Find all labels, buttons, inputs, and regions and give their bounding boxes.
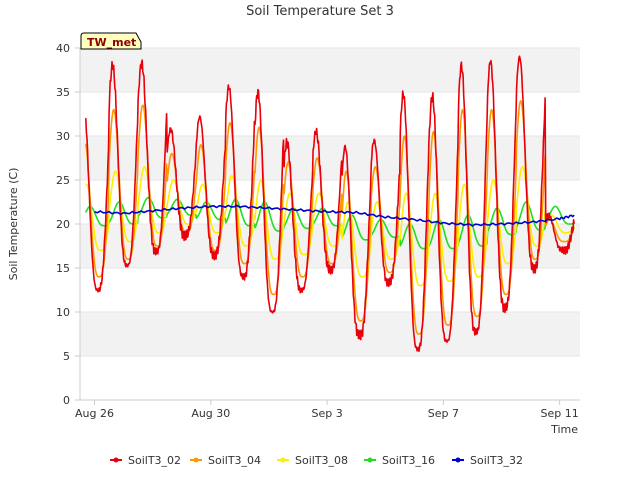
legend-label: SoilT3_08: [295, 454, 348, 467]
tw-met-badge: TW_met: [80, 32, 142, 50]
series-line-soilt3-04: [85, 100, 575, 335]
y-tick-label: 5: [63, 350, 70, 363]
grid-band: [80, 356, 580, 400]
y-axis-label: Soil Temperature (C): [7, 168, 20, 281]
legend: SoilT3_02 SoilT3_04 SoilT3_08 SoilT3_16 Soil…: [110, 454, 523, 467]
chart-title: Soil Temperature Set 3: [246, 4, 394, 19]
legend-marker: [455, 457, 461, 463]
y-tick-label: 40: [56, 42, 70, 55]
series-lines: [85, 55, 575, 353]
series-line-soilt3-32: [94, 204, 575, 227]
legend-marker: [280, 457, 286, 463]
series-line-soilt3-08: [85, 166, 575, 287]
legend-label: SoilT3_04: [208, 454, 261, 467]
grid-band: [80, 224, 580, 268]
series-line-soilt3-16: [85, 196, 575, 250]
legend-label: SoilT3_16: [382, 454, 435, 467]
legend-marker: [113, 457, 119, 463]
badge-shape: [80, 32, 142, 50]
y-tick-label: 20: [56, 218, 70, 231]
legend-marker: [193, 457, 199, 463]
y-tick-label: 25: [56, 174, 70, 187]
badge-text: TW_met: [87, 36, 136, 49]
grid-band: [80, 136, 580, 180]
x-tick-label: Aug 30: [191, 407, 230, 420]
legend-marker: [367, 457, 373, 463]
grid-band: [80, 92, 580, 136]
x-tick-label: Sep 7: [428, 407, 459, 420]
series-line-soilt3-02: [85, 55, 575, 353]
x-tick-label: Aug 26: [75, 407, 114, 420]
x-ticks: Aug 26 Aug 30 Sep 3 Sep 7 Sep 11: [75, 400, 579, 420]
y-tick-label: 15: [56, 262, 70, 275]
legend-label: SoilT3_02: [128, 454, 181, 467]
y-tick-label: 10: [56, 306, 70, 319]
grid-band: [80, 48, 580, 92]
y-tick-label: 0: [63, 394, 70, 407]
legend-label: SoilT3_32: [470, 454, 523, 467]
y-tick-label: 35: [56, 86, 70, 99]
grid-band: [80, 268, 580, 312]
x-tick-label: Sep 11: [541, 407, 579, 420]
x-tick-label: Sep 3: [311, 407, 342, 420]
grid-band: [80, 180, 580, 224]
x-axis-label: Time: [550, 423, 578, 436]
grid-band: [80, 312, 580, 356]
y-tick-label: 30: [56, 130, 70, 143]
y-ticks: 0 5 10 15 20 25 30 35 40: [56, 42, 80, 407]
